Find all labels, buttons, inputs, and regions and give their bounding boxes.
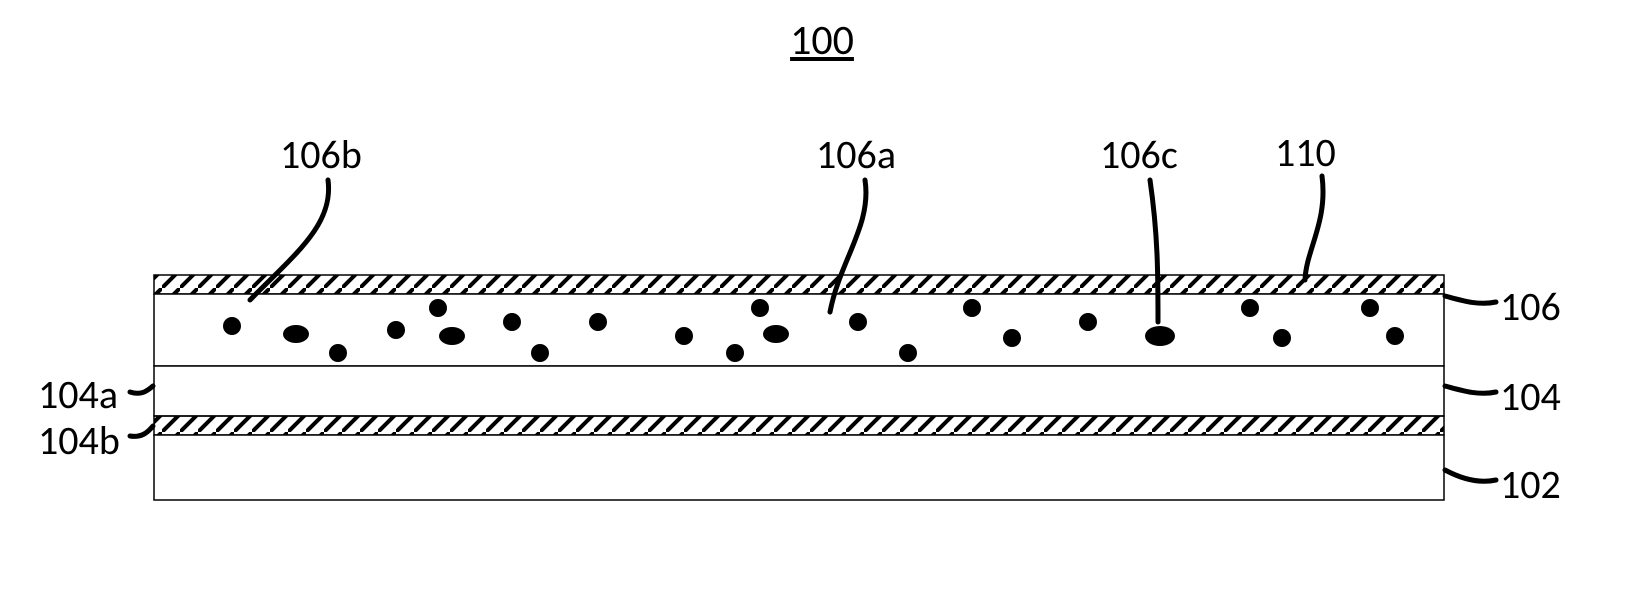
reference-label-110: 110 xyxy=(1275,128,1336,177)
particle-dot xyxy=(1145,326,1175,346)
particle-dot xyxy=(1003,329,1021,347)
leader-line-104a xyxy=(130,386,153,393)
layer-110 xyxy=(154,275,1444,294)
reference-label-104a: 104a xyxy=(38,370,118,419)
particle-dot xyxy=(1079,313,1097,331)
particle-dot xyxy=(1273,329,1291,347)
particle-dot xyxy=(1386,327,1404,345)
particle-dot xyxy=(849,313,867,331)
particle-dot xyxy=(329,344,347,362)
reference-label-106c: 106c xyxy=(1100,130,1178,179)
particle-dot xyxy=(726,344,744,362)
particle-dot xyxy=(503,313,521,331)
reference-label-104b: 104b xyxy=(38,416,120,465)
reference-label-106b: 106b xyxy=(280,130,362,179)
particle-dot xyxy=(387,321,405,339)
reference-label-106: 106 xyxy=(1500,282,1561,331)
layer-104b xyxy=(154,416,1444,435)
leader-line-104 xyxy=(1445,386,1496,393)
particle-dot xyxy=(1241,299,1259,317)
particle-dot xyxy=(899,344,917,362)
layer-102 xyxy=(154,435,1444,500)
particle-dot xyxy=(283,325,309,343)
reference-label-106a: 106a xyxy=(816,130,896,179)
layer-104a xyxy=(154,366,1444,416)
particle-dot xyxy=(1361,299,1379,317)
particle-dot xyxy=(439,327,465,345)
leader-line-110 xyxy=(1305,176,1323,280)
reference-label-102: 102 xyxy=(1500,460,1561,509)
particle-dot xyxy=(751,299,769,317)
particle-dot xyxy=(531,344,549,362)
leader-line-104b xyxy=(130,426,153,436)
leader-line-102 xyxy=(1445,470,1496,481)
particle-dot xyxy=(763,325,789,343)
particle-dot xyxy=(429,299,447,317)
diagram-svg xyxy=(0,0,1644,600)
reference-label-104: 104 xyxy=(1500,372,1561,421)
particle-dot xyxy=(589,313,607,331)
particle-dot xyxy=(675,327,693,345)
cross-section-diagram: 100 106b106a106c110106104102104a104b xyxy=(0,0,1644,600)
leader-line-106 xyxy=(1445,296,1496,303)
particle-dot xyxy=(223,317,241,335)
particle-dot xyxy=(963,299,981,317)
